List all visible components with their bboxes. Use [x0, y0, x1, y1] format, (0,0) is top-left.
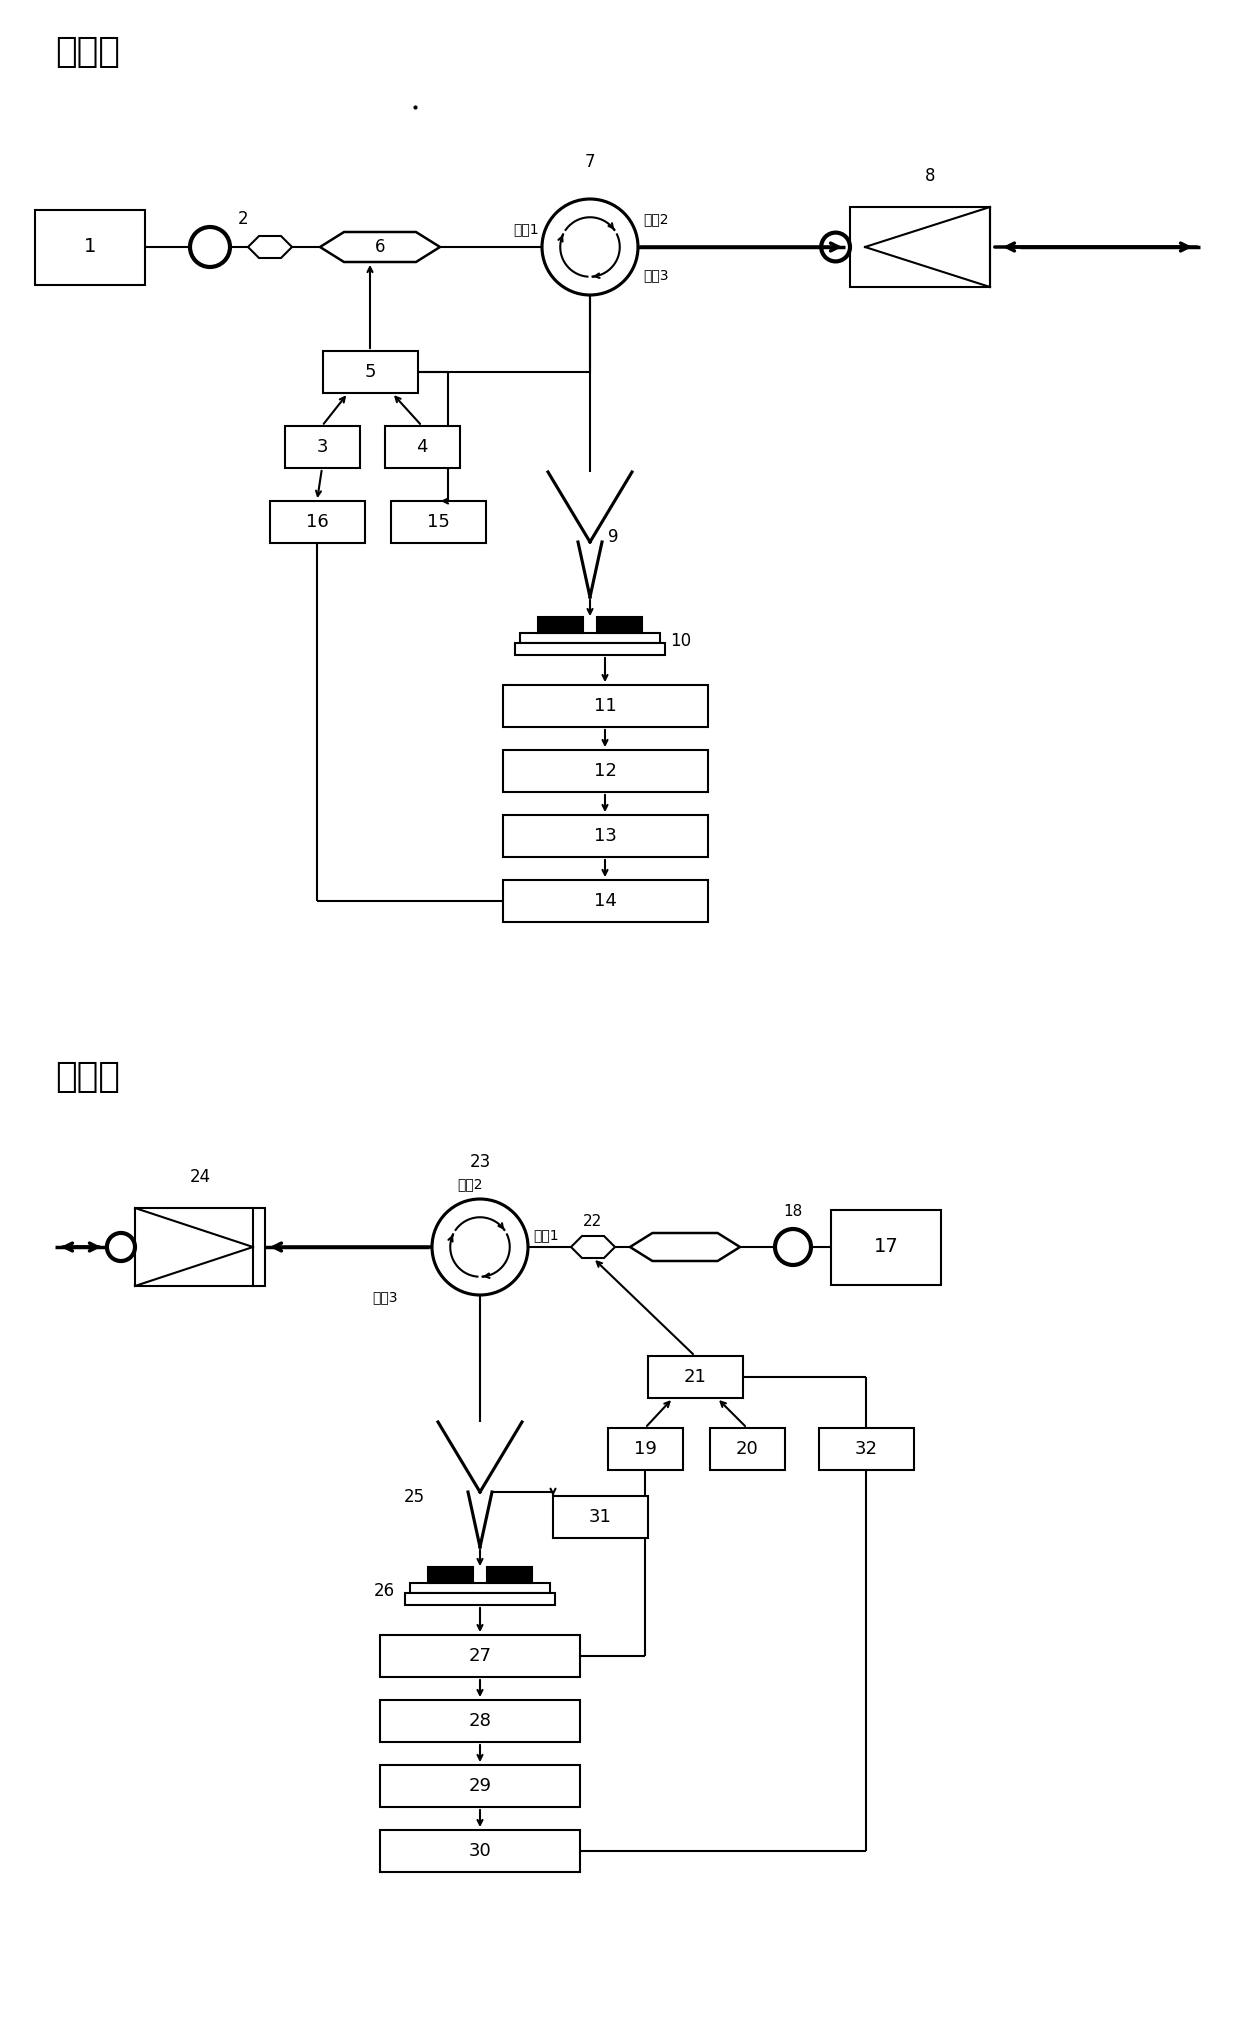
Bar: [596, 617, 642, 634]
Text: 端口1: 端口1: [533, 1228, 559, 1243]
Bar: [502, 750, 708, 792]
Text: 4: 4: [417, 438, 428, 456]
Text: 9: 9: [608, 528, 619, 546]
Text: 3: 3: [316, 438, 327, 456]
Bar: [269, 501, 365, 544]
Bar: [502, 880, 708, 923]
Polygon shape: [248, 236, 291, 259]
Polygon shape: [630, 1232, 740, 1261]
Text: 23: 23: [470, 1153, 491, 1171]
Text: 16: 16: [305, 513, 329, 532]
Text: 端口1: 端口1: [513, 222, 538, 236]
Text: 27: 27: [469, 1648, 491, 1664]
Text: 5: 5: [365, 363, 376, 381]
Bar: [538, 617, 583, 634]
Bar: [379, 1764, 580, 1807]
Bar: [379, 1829, 580, 1872]
Bar: [818, 1428, 914, 1471]
Text: 地面站: 地面站: [55, 1059, 120, 1094]
Bar: [520, 634, 660, 644]
Text: 2: 2: [238, 210, 249, 228]
Text: 14: 14: [594, 892, 616, 911]
Text: 17: 17: [874, 1238, 898, 1257]
Text: 24: 24: [190, 1167, 211, 1186]
Text: 10: 10: [670, 631, 691, 650]
Text: 端口2: 端口2: [458, 1177, 482, 1192]
Bar: [647, 1357, 743, 1397]
Text: 端口3: 端口3: [372, 1289, 398, 1304]
Text: 30: 30: [469, 1841, 491, 1860]
Bar: [553, 1495, 647, 1538]
Bar: [709, 1428, 785, 1471]
Bar: [384, 426, 460, 469]
Text: 端口3: 端口3: [644, 269, 668, 281]
Bar: [379, 1701, 580, 1742]
Bar: [849, 208, 990, 287]
Text: 8: 8: [925, 167, 935, 185]
Bar: [379, 1636, 580, 1676]
Bar: [135, 1208, 265, 1285]
Text: 端口2: 端口2: [644, 212, 668, 226]
Text: 18: 18: [784, 1204, 802, 1218]
Bar: [502, 815, 708, 858]
Text: 25: 25: [404, 1487, 425, 1505]
Bar: [487, 1566, 532, 1583]
Bar: [608, 1428, 682, 1471]
Text: 26: 26: [374, 1583, 396, 1599]
Text: 28: 28: [469, 1711, 491, 1729]
Text: 11: 11: [594, 697, 616, 715]
Bar: [35, 210, 145, 285]
Text: 20: 20: [735, 1440, 759, 1458]
Bar: [284, 426, 360, 469]
Text: 13: 13: [594, 827, 616, 845]
Polygon shape: [570, 1236, 615, 1259]
Polygon shape: [320, 232, 440, 263]
Bar: [515, 644, 665, 656]
Bar: [502, 684, 708, 727]
Text: 32: 32: [854, 1440, 878, 1458]
Text: 15: 15: [427, 513, 449, 532]
Text: 19: 19: [634, 1440, 656, 1458]
Text: 1: 1: [84, 238, 97, 257]
Bar: [410, 1583, 551, 1593]
Bar: [428, 1566, 472, 1583]
Text: 29: 29: [469, 1776, 491, 1795]
Text: 21: 21: [683, 1369, 707, 1385]
Bar: [322, 350, 418, 393]
Text: 7: 7: [585, 153, 595, 171]
Bar: [831, 1210, 941, 1285]
Text: 22: 22: [583, 1214, 603, 1228]
Text: 6: 6: [374, 238, 386, 257]
Bar: [391, 501, 486, 544]
Text: 卫星站: 卫星站: [55, 35, 120, 69]
Text: 12: 12: [594, 762, 616, 780]
Bar: [405, 1593, 556, 1605]
Text: 31: 31: [589, 1507, 611, 1526]
